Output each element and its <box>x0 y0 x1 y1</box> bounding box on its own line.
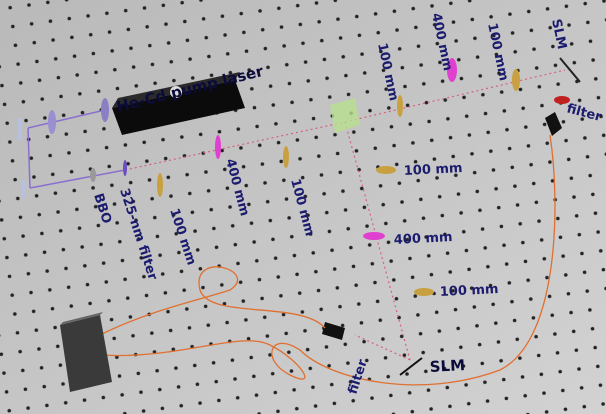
optics <box>18 57 581 376</box>
fiber <box>99 134 556 386</box>
label: SLM <box>548 18 569 51</box>
detector <box>60 312 112 392</box>
label: 400 mm <box>393 230 452 248</box>
laser <box>112 72 245 135</box>
label: 100 mm <box>403 161 462 179</box>
red-beam <box>124 69 566 361</box>
uv-beam <box>27 109 126 189</box>
label: 100 mm <box>439 282 498 300</box>
label: SLM <box>429 356 465 376</box>
